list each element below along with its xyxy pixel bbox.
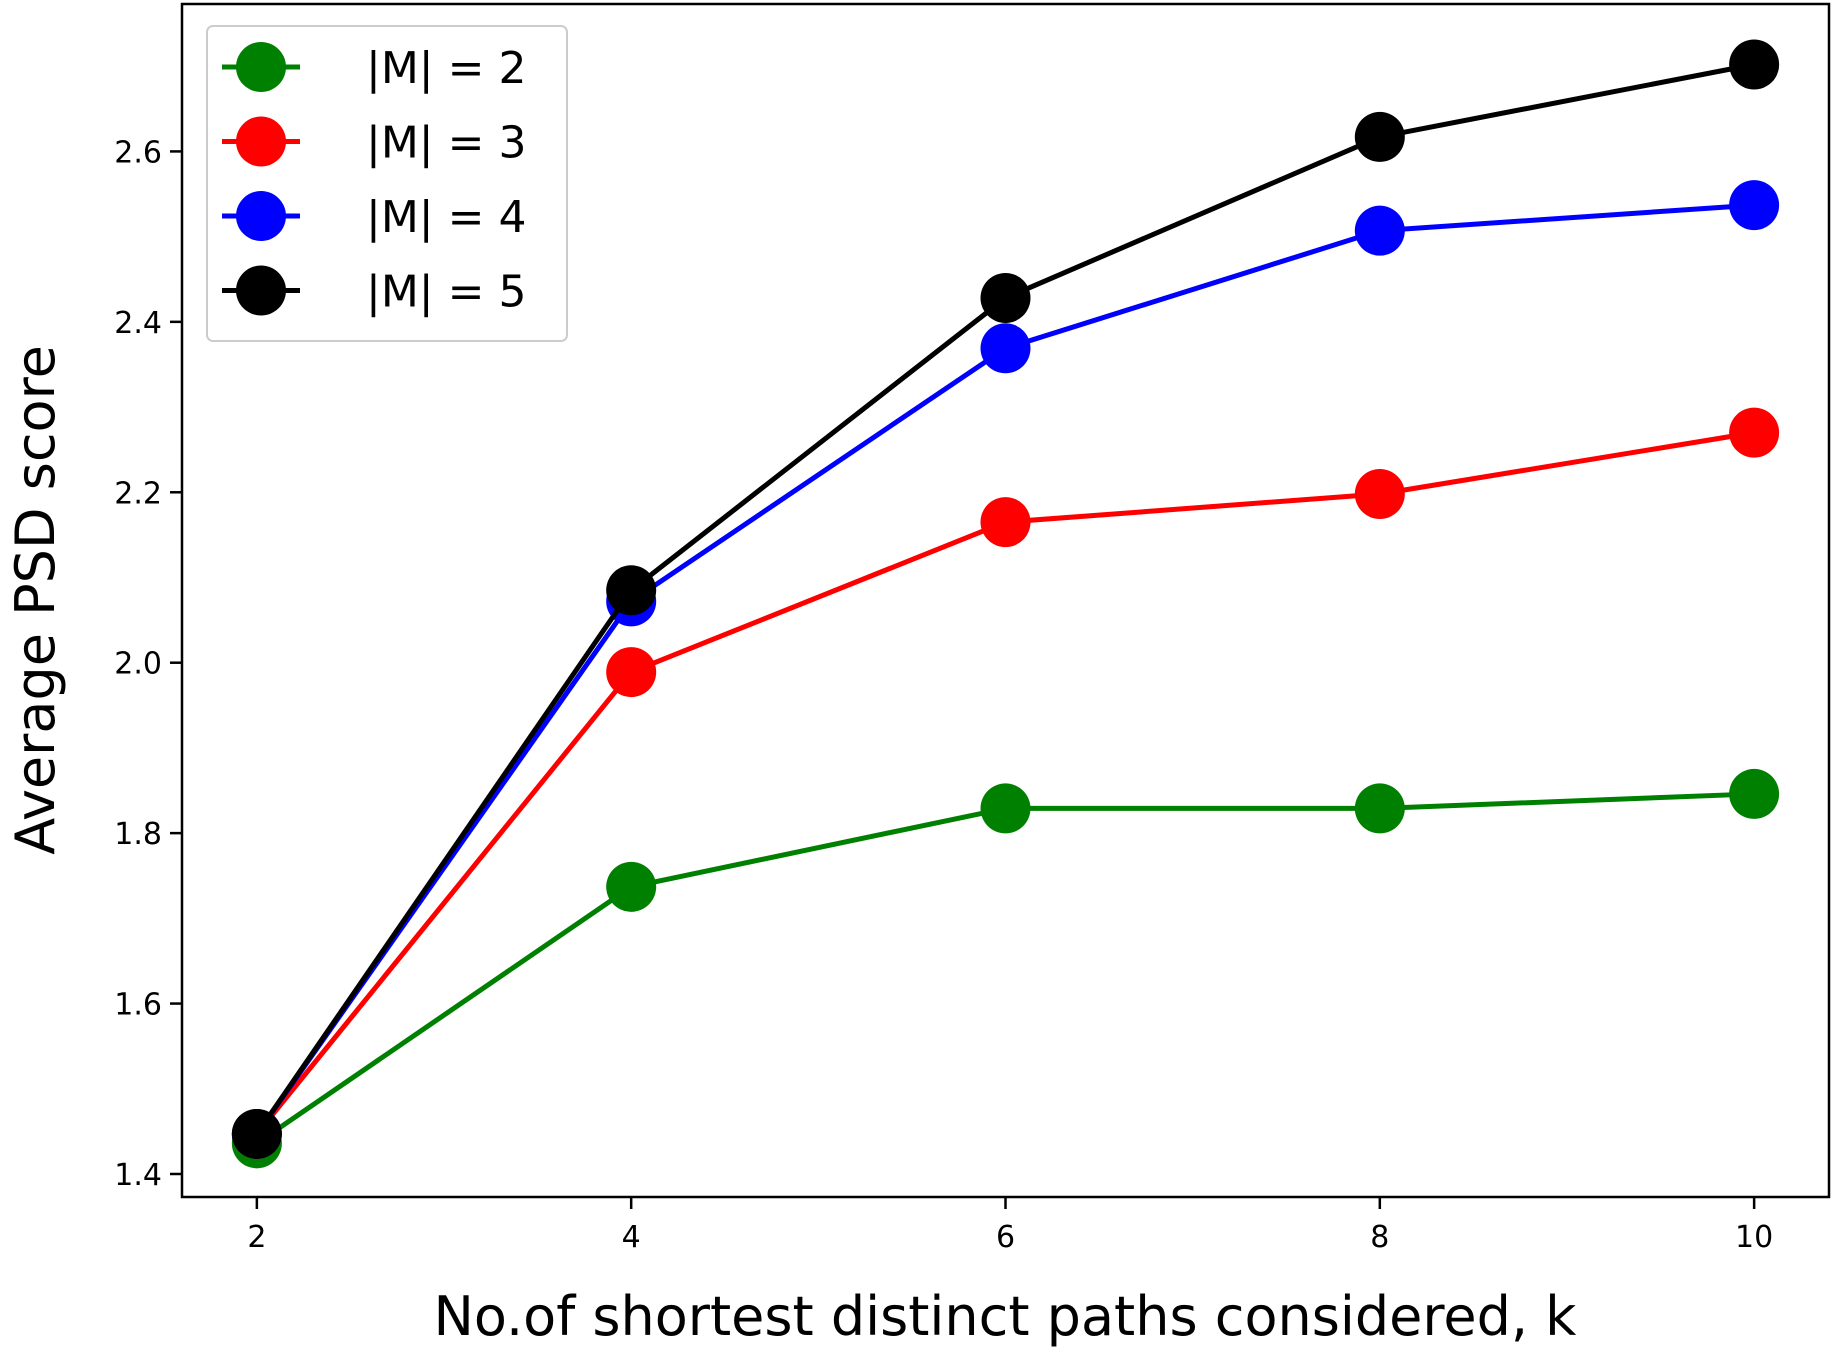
legend: |M| = 2 |M| = 3 |M| = 4 |M| = 5 (206, 25, 568, 342)
legend-marker (236, 265, 286, 316)
x-axis-title: No.of shortest distinct paths considered… (434, 1285, 1578, 1348)
y-tick-label: 2.2 (114, 476, 162, 511)
data-point (980, 272, 1031, 323)
y-tick-label: 1.8 (114, 817, 162, 852)
legend-item: |M| = 4 (222, 191, 526, 243)
y-tick-label: 1.4 (114, 1158, 162, 1193)
data-point (1354, 205, 1405, 256)
x-tick-label: 2 (247, 1220, 266, 1255)
legend-item: |M| = 3 (222, 116, 526, 169)
data-point (1354, 468, 1405, 519)
x-tick-label: 6 (996, 1220, 1015, 1255)
data-point (1729, 39, 1780, 90)
data-point (980, 497, 1031, 548)
data-point (980, 323, 1031, 374)
data-point (231, 1108, 282, 1159)
data-point (1354, 783, 1405, 834)
data-point (1729, 768, 1780, 819)
series-4 (231, 39, 1780, 1159)
y-tick-label: 2.4 (114, 306, 162, 341)
x-tick-label: 10 (1735, 1220, 1773, 1255)
data-point (606, 647, 657, 698)
legend-label: |M| = 3 (366, 118, 526, 169)
legend-label: |M| = 5 (366, 267, 526, 318)
legend-marker (236, 191, 286, 241)
y-tick-label: 2.6 (114, 135, 162, 170)
legend-marker (236, 42, 286, 92)
x-tick-label: 8 (1370, 1220, 1389, 1255)
series-layer (231, 39, 1780, 1169)
series-line (255, 791, 1755, 1146)
legend-label: |M| = 4 (366, 192, 526, 243)
y-tick-label: 1.6 (114, 988, 162, 1023)
data-point (606, 861, 657, 912)
y-axis-title: Average PSD score (4, 345, 67, 855)
series-1 (231, 768, 1780, 1169)
data-point (606, 565, 657, 616)
legend-marker (236, 116, 286, 167)
y-axis: 1.4 1.6 1.8 2.0 2.2 2.4 2.6 (114, 135, 182, 1193)
legend-label: |M| = 2 (366, 43, 526, 94)
data-point (980, 783, 1031, 834)
x-tick-label: 4 (622, 1220, 641, 1255)
data-point (1729, 180, 1780, 231)
legend-item: |M| = 2 (222, 42, 526, 94)
legend-box (206, 25, 568, 342)
data-point (1354, 111, 1405, 162)
legend-item: |M| = 5 (222, 265, 526, 318)
x-axis: 2 4 6 8 10 (247, 1197, 1773, 1255)
y-tick-label: 2.0 (114, 647, 162, 682)
data-point (1729, 407, 1780, 458)
series-2 (231, 407, 1780, 1159)
